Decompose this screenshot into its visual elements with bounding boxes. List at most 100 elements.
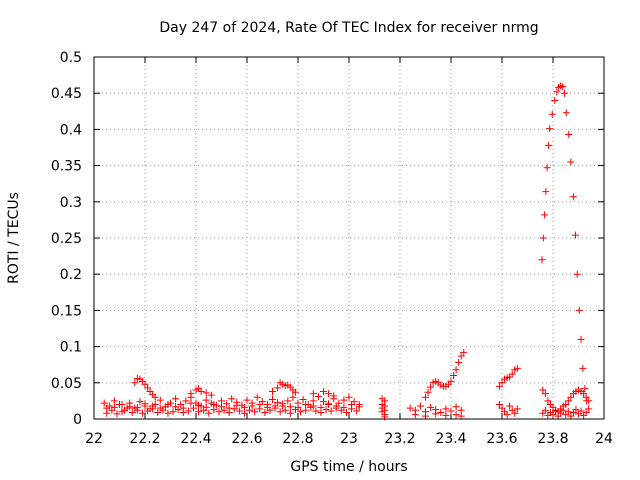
data-point-plus — [549, 411, 557, 419]
data-point-plus — [215, 408, 223, 416]
data-points — [100, 82, 593, 421]
x-tick-label: 23.8 — [537, 431, 568, 447]
data-point-plus — [172, 395, 180, 403]
data-point-plus — [118, 408, 126, 416]
data-point-plus — [432, 410, 440, 418]
data-point-plus — [144, 407, 152, 415]
data-point-plus — [541, 390, 549, 398]
data-point-plus — [442, 411, 450, 419]
data-point-plus — [508, 370, 516, 378]
data-point-plus — [261, 408, 269, 416]
y-tick-label: 0.4 — [60, 122, 82, 138]
data-point-plus — [189, 404, 197, 412]
data-point-plus — [218, 403, 225, 411]
data-point-plus — [345, 393, 353, 401]
data-point-plus — [569, 193, 577, 201]
data-point-plus — [187, 390, 195, 398]
x-tick-label: 22 — [85, 431, 103, 447]
data-point-plus — [149, 402, 157, 410]
data-point-plus — [177, 401, 185, 409]
data-point-plus — [332, 402, 340, 410]
chart-title: Day 247 of 2024, Rate Of TEC Index for r… — [159, 20, 538, 36]
data-point-plus — [422, 393, 429, 401]
x-tick-label: 24 — [595, 431, 613, 447]
data-point-plus — [460, 348, 468, 356]
data-point-plus — [240, 403, 248, 411]
x-tick-label: 23.6 — [486, 431, 517, 447]
data-point-plus — [548, 110, 556, 118]
data-point-plus — [128, 408, 136, 416]
x-tick-label: 22.2 — [129, 431, 160, 447]
data-point-plus — [422, 412, 429, 420]
data-point-plus — [235, 407, 243, 415]
data-point-plus — [284, 397, 292, 405]
data-point-plus — [447, 407, 455, 415]
data-point-plus — [225, 404, 233, 412]
data-point-plus — [228, 395, 236, 403]
series-1 — [538, 82, 591, 405]
y-tick-label: 0.1 — [60, 340, 82, 356]
data-point-plus — [207, 391, 215, 399]
data-point-plus — [202, 389, 210, 397]
data-point-plus — [286, 409, 294, 417]
x-axis-ticks: 22 22.2 22.4 22.6 22.8 23 23.2 23.4 23.6 23.8 24 — [85, 57, 613, 447]
y-tick-label: 0.2 — [60, 267, 82, 283]
data-point-plus — [538, 256, 546, 264]
y-tick-label: 0.5 — [60, 50, 82, 66]
data-point-plus — [100, 399, 108, 407]
data-point-plus — [552, 407, 560, 415]
data-point-plus — [131, 379, 139, 387]
y-tick-label: 0.25 — [51, 231, 82, 247]
y-tick-label: 0.35 — [51, 159, 82, 175]
data-point-plus — [110, 397, 118, 405]
data-point-plus — [539, 386, 547, 394]
data-point-plus — [406, 404, 414, 412]
data-point-plus — [457, 412, 465, 420]
data-point-plus — [585, 405, 593, 413]
data-point-plus — [322, 406, 330, 414]
data-point-plus — [169, 408, 177, 416]
data-point-plus — [156, 396, 164, 404]
data-point-plus — [279, 400, 287, 408]
data-point-plus — [230, 405, 238, 413]
data-point-plus — [573, 270, 581, 278]
data-point-plus — [281, 406, 289, 414]
data-point-plus — [151, 393, 159, 401]
plot-frame — [93, 56, 605, 420]
data-point-plus — [141, 400, 149, 408]
data-point-plus — [256, 401, 264, 409]
data-point-plus — [582, 408, 590, 416]
x-tick-label: 22.4 — [180, 431, 211, 447]
data-point-plus — [184, 407, 192, 415]
data-point-plus — [506, 402, 514, 410]
data-point-plus — [450, 372, 458, 380]
y-tick-label: 0.05 — [51, 376, 82, 392]
data-point-plus — [299, 395, 307, 403]
data-point-plus — [138, 409, 146, 417]
data-point-plus — [553, 88, 561, 96]
data-point-plus — [269, 387, 276, 395]
data-point-plus — [546, 125, 554, 133]
data-point-plus — [312, 407, 320, 415]
data-point-plus — [577, 335, 585, 343]
data-point-plus — [187, 399, 195, 407]
data-point-plus — [118, 401, 126, 409]
data-point-plus — [179, 404, 187, 412]
data-point-plus — [559, 406, 567, 414]
data-point-plus — [330, 392, 338, 400]
data-point-plus — [202, 396, 210, 404]
data-point-plus — [103, 404, 111, 412]
data-point-plus — [559, 83, 567, 91]
data-point-plus — [340, 403, 348, 411]
data-point-plus — [263, 403, 271, 411]
data-point-plus — [294, 403, 302, 411]
data-point-plus — [156, 404, 164, 412]
data-point-plus — [233, 401, 241, 409]
data-point-plus — [320, 398, 327, 406]
data-point-plus — [498, 379, 506, 387]
data-point-plus — [133, 403, 141, 411]
data-point-plus — [564, 408, 572, 416]
series-0 — [100, 348, 593, 421]
data-point-plus — [327, 407, 335, 415]
data-point-plus — [276, 408, 284, 416]
